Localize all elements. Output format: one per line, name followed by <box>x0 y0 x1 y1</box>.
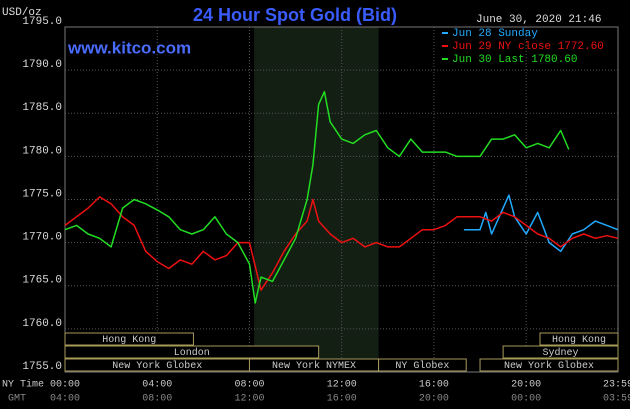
x-tick-label: 16:00 <box>419 380 449 391</box>
legend-label: Jun 30 Last 1780.60 <box>452 54 577 66</box>
session-label: New York Globex <box>504 360 594 372</box>
x2-tick-label: 00:00 <box>511 394 541 405</box>
session-box <box>502 345 619 359</box>
x-tick-label: 08:00 <box>234 380 264 391</box>
subtitle: www.kitco.com <box>67 38 191 57</box>
x2-tick-label: 12:00 <box>234 394 264 405</box>
session-box <box>64 345 320 359</box>
x2-tick-label: 20:00 <box>419 394 449 405</box>
session-label: New York NYMEX <box>272 360 356 372</box>
x2-tick-label: 03:59 <box>603 394 630 405</box>
x-tick-label: 04:00 <box>142 380 172 391</box>
session-box <box>479 358 619 372</box>
y-tick-label: 1775.0 <box>22 188 62 200</box>
session-label: Sydney <box>543 347 579 359</box>
y-tick-label: 1785.0 <box>22 102 62 114</box>
y-tick-label: 1760.0 <box>22 318 62 330</box>
session-label: Hong Kong <box>552 335 606 346</box>
chart-title: 24 Hour Spot Gold (Bid) <box>193 5 397 25</box>
series-line <box>463 194 619 253</box>
series-line <box>64 196 619 291</box>
y-tick-label: 1765.0 <box>22 275 62 287</box>
timestamp: June 30, 2020 21:46 <box>476 14 601 26</box>
x2-axis-label: GMT <box>8 394 26 405</box>
y-axis-label: USD/oz <box>2 7 42 19</box>
session-box <box>539 332 619 346</box>
y-tick-label: 1795.0 <box>22 16 62 28</box>
session-label: London <box>174 347 210 359</box>
y-tick-label: 1755.0 <box>22 361 62 373</box>
x2-tick-label: 16:00 <box>327 394 357 405</box>
series-line <box>64 90 570 304</box>
session-label: Hong Kong <box>102 335 156 346</box>
legend-label: Jun 29 NY close 1772.60 <box>452 41 604 53</box>
y-tick-label: 1780.0 <box>22 145 62 157</box>
x-tick-label: 12:00 <box>327 380 357 391</box>
x-tick-label: 00:00 <box>50 380 80 391</box>
session-box <box>64 332 194 346</box>
session-highlight <box>254 27 379 372</box>
x-axis-label: NY Time <box>2 379 44 391</box>
legend-label: Jun 28 Sunday <box>452 28 538 40</box>
session-box <box>378 358 467 372</box>
x-tick-label: 23:59 <box>603 380 630 391</box>
session-label: NY Globex <box>395 360 449 372</box>
plot-frame <box>64 26 619 373</box>
y-tick-label: 1770.0 <box>22 232 62 244</box>
x-tick-label: 20:00 <box>511 380 541 391</box>
y-tick-label: 1790.0 <box>22 59 62 71</box>
x2-tick-label: 08:00 <box>142 394 172 405</box>
x2-tick-label: 04:00 <box>50 394 80 405</box>
session-label: New York Globex <box>112 360 202 372</box>
